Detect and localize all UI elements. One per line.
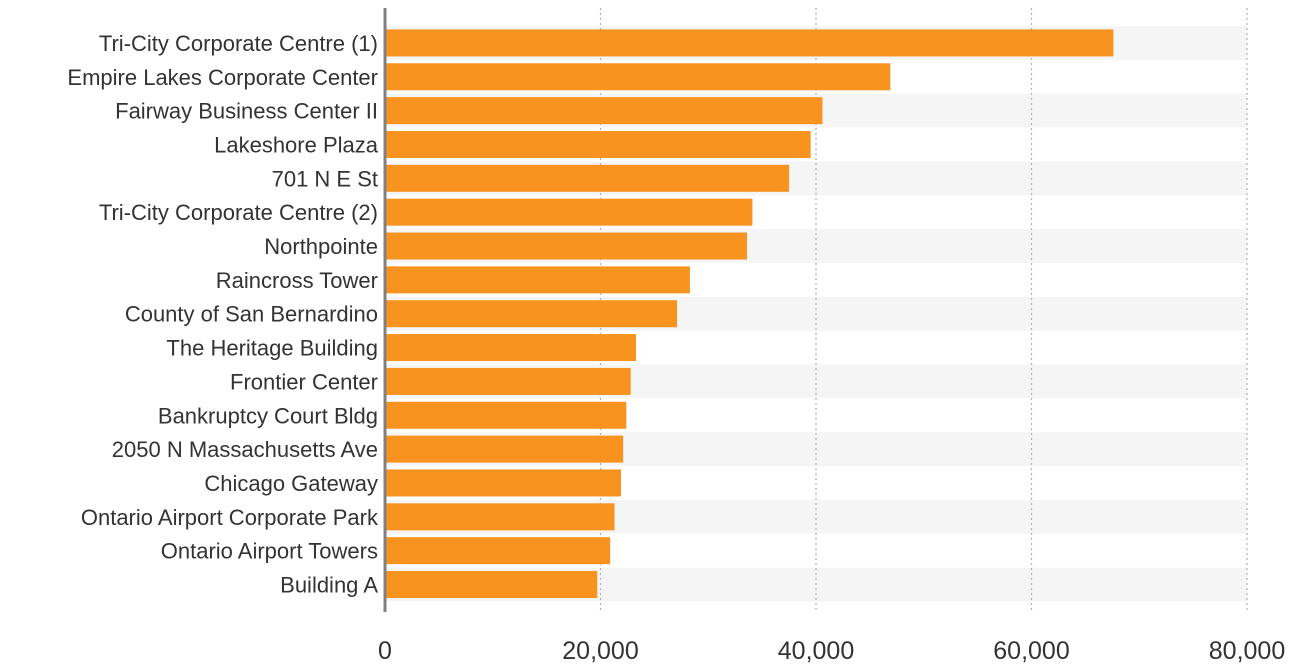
category-label: Ontario Airport Towers: [161, 539, 378, 564]
category-label: Lakeshore Plaza: [214, 132, 379, 157]
category-label: Frontier Center: [230, 369, 378, 394]
category-label: Tri-City Corporate Centre (2): [99, 200, 378, 225]
x-tick-label: 60,000: [993, 637, 1069, 665]
bar: [385, 571, 598, 599]
bar: [385, 435, 624, 463]
bar: [385, 537, 611, 565]
category-labels: Tri-City Corporate Centre (1) Empire Lake…: [67, 31, 379, 598]
category-label: Chicago Gateway: [204, 471, 378, 496]
bar: [385, 401, 627, 429]
bars: [385, 29, 1114, 599]
bar: [385, 232, 748, 260]
x-tick-label: 40,000: [778, 637, 854, 665]
x-tick-label: 80,000: [1209, 637, 1285, 665]
category-label: Bankruptcy Court Bldg: [158, 403, 378, 428]
category-label: Fairway Business Center II: [115, 99, 378, 124]
bar: [385, 300, 678, 328]
bar: [385, 130, 811, 158]
category-label: Northpointe: [264, 234, 378, 259]
category-label: 2050 N Massachusetts Ave: [112, 437, 378, 462]
category-label: Raincross Tower: [216, 268, 378, 293]
category-label: Ontario Airport Corporate Park: [81, 505, 379, 530]
category-label: Tri-City Corporate Centre (1): [99, 31, 378, 56]
x-tick-label: 0: [378, 637, 392, 665]
category-label: Building A: [280, 573, 378, 598]
bar: [385, 469, 621, 497]
bar: [385, 334, 637, 362]
bar: [385, 367, 631, 395]
category-label: County of San Bernardino: [125, 302, 378, 327]
category-label: The Heritage Building: [166, 336, 378, 361]
bar: [385, 198, 753, 226]
category-label: 701 N E St: [272, 166, 378, 191]
bar: [385, 266, 690, 294]
x-axis-tick-labels: 0 20,000 40,000 60,000 80,000: [378, 637, 1285, 665]
bar: [385, 164, 790, 192]
bar: [385, 63, 891, 91]
bar: [385, 29, 1114, 57]
category-label: Empire Lakes Corporate Center: [67, 65, 378, 90]
bar: [385, 97, 823, 125]
x-tick-label: 20,000: [562, 637, 638, 665]
bar: [385, 503, 615, 531]
